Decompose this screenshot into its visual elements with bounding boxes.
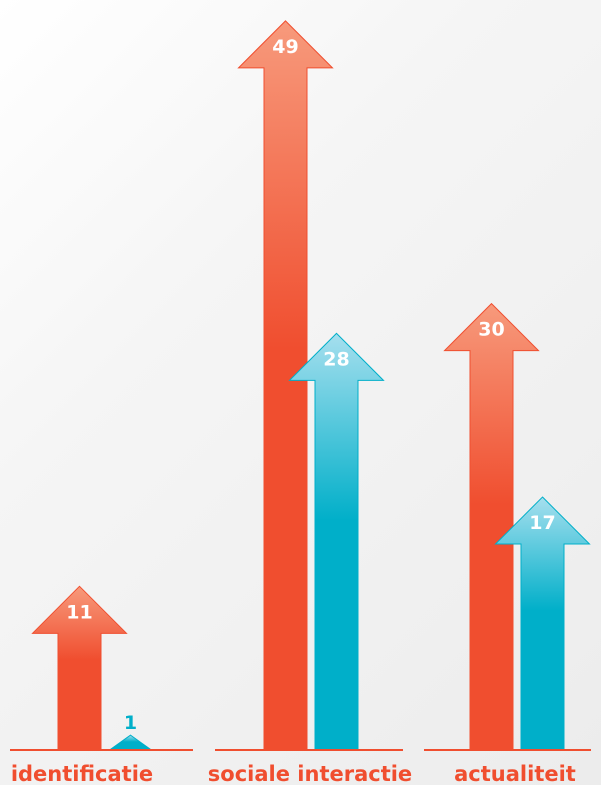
value-label: 17 — [529, 512, 555, 534]
value-label: 11 — [66, 601, 92, 623]
value-label: 49 — [272, 36, 298, 58]
value-label: 1 — [124, 712, 137, 734]
category-label: actualiteit — [454, 762, 576, 785]
value-label: 30 — [478, 319, 504, 341]
category-label: identificatie — [11, 762, 153, 785]
category-label: sociale interactie — [208, 762, 412, 785]
arrow-bar-blue-identificatie — [108, 734, 153, 751]
chart-marks — [31, 20, 591, 751]
value-label: 28 — [323, 348, 349, 370]
